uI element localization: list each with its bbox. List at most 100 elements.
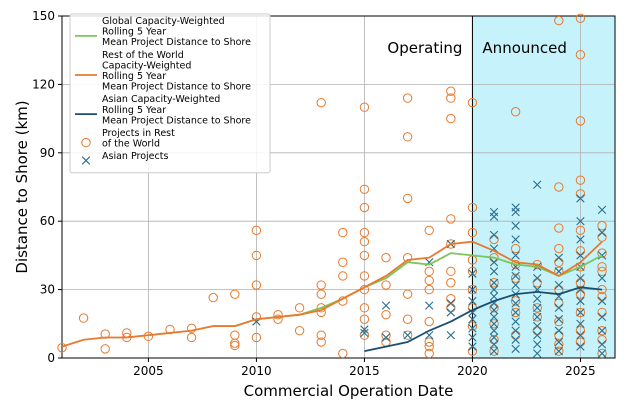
rest-of-world-project-point <box>467 227 478 238</box>
rest-of-world-project-point <box>554 182 564 192</box>
asian-project-point <box>533 331 542 340</box>
rest-of-world-project-point <box>381 280 391 290</box>
asian-project-point <box>533 321 542 331</box>
y-tick-label: 120 <box>32 77 55 91</box>
rest-of-world-project-point <box>359 237 370 247</box>
y-axis-label: Distance to Shore (km) <box>13 100 31 273</box>
rest-of-world-project-point <box>575 225 586 236</box>
rest-of-world-project-point <box>402 330 413 340</box>
rest-of-world-project-point <box>597 348 607 359</box>
asian-project-point <box>533 312 542 322</box>
rest-of-world-project-point <box>554 15 564 26</box>
rest-of-world-project-point <box>273 309 283 320</box>
rest-of-world-project-point <box>510 243 521 254</box>
asian-project-point <box>381 301 391 310</box>
legend-entry-label: Rest of the World Capacity-Weighted Rollin… <box>102 50 251 93</box>
legend-swatch-circle <box>81 137 91 148</box>
asian-project-point <box>511 207 520 217</box>
rest-of-world-project-point <box>510 307 521 318</box>
asian-project-point <box>446 331 456 340</box>
asian-project-point <box>468 333 477 342</box>
announced-region-shading <box>472 16 615 358</box>
rest-of-world-project-point <box>489 319 499 329</box>
asian-project-point <box>381 333 391 342</box>
rest-of-world-project-point <box>230 330 240 340</box>
rest-of-world-project-point <box>359 271 370 281</box>
asian-project-point <box>511 221 520 230</box>
asian-project-point <box>511 251 520 260</box>
rest-of-world-project-point <box>597 262 607 272</box>
chart-marks <box>57 13 607 359</box>
rest-of-world-project-point <box>575 307 586 318</box>
x-tick-label: 2020 <box>457 364 488 378</box>
rest-of-world-project-point <box>316 289 326 299</box>
asian-project-point <box>554 326 564 335</box>
asian-rolling-mean-line <box>364 286 603 353</box>
asian-project-point <box>468 296 477 306</box>
rest-of-world-project-point <box>467 266 478 277</box>
rest-of-world-project-point <box>230 340 240 351</box>
legend-swatch-x <box>81 156 91 165</box>
asian-project-point <box>403 331 412 340</box>
rest-of-world-project-point <box>57 343 67 353</box>
rest-of-world-project-point <box>424 316 434 327</box>
legend-box <box>69 13 271 174</box>
asian-project-point <box>489 305 499 315</box>
rest-of-world-project-point <box>554 346 564 356</box>
asian-project-point <box>489 312 499 322</box>
asian-project-point <box>597 326 607 335</box>
legend: Global Capacity-Weighted Rolling 5 Year Me… <box>69 13 271 174</box>
asian-project-point <box>489 346 499 356</box>
region-label-operating: Operating <box>387 39 462 57</box>
asian-project-point <box>489 278 499 287</box>
rest-of-world-project-point <box>424 284 434 295</box>
asian-project-point <box>468 342 477 351</box>
asian-project-point <box>554 253 564 262</box>
rest-of-world-rolling-mean-line <box>61 240 603 348</box>
rest-of-world-project-point <box>338 271 348 281</box>
rest-of-world-project-point <box>359 184 370 194</box>
rest-of-world-project-point <box>251 250 262 261</box>
rest-of-world-project-point <box>597 266 607 277</box>
rest-of-world-project-point <box>359 227 370 238</box>
asian-project-point <box>576 194 585 203</box>
rest-of-world-project-point <box>359 250 370 261</box>
rest-of-world-project-point <box>402 314 413 324</box>
legend-entry-label: Asian Projects <box>102 151 168 162</box>
x-tick-label: 2015 <box>349 364 380 378</box>
asian-project-point <box>554 280 564 290</box>
y-tick-label: 90 <box>40 146 55 160</box>
rest-of-world-project-point <box>381 309 391 320</box>
asian-project-point <box>533 303 542 313</box>
rest-of-world-project-point <box>316 330 326 340</box>
asian-project-point <box>554 346 564 356</box>
rest-of-world-project-point <box>446 86 456 96</box>
rest-of-world-project-point <box>424 275 434 286</box>
rest-of-world-project-point <box>251 225 262 236</box>
asian-project-point <box>446 299 456 308</box>
rest-of-world-project-point <box>273 314 283 324</box>
rest-of-world-project-point <box>424 337 434 347</box>
asian-project-point <box>468 285 477 294</box>
rest-of-world-project-point <box>554 223 564 233</box>
asian-project-point <box>489 258 499 267</box>
rest-of-world-project-point <box>359 102 370 112</box>
asian-project-point <box>576 217 585 226</box>
asian-project-point <box>489 326 499 335</box>
rest-of-world-project-point <box>100 344 110 354</box>
rest-of-world-project-point <box>446 294 456 304</box>
rest-of-world-project-point <box>532 312 542 322</box>
rest-of-world-project-point <box>597 325 607 336</box>
asian-project-point <box>576 342 585 351</box>
y-tick-label: 150 <box>32 9 55 23</box>
rest-of-world-project-point <box>597 221 607 231</box>
asian-project-point <box>533 349 542 358</box>
asian-project-point <box>489 333 499 342</box>
rest-of-world-project-point <box>510 296 521 306</box>
rest-of-world-project-point <box>186 332 197 343</box>
rest-of-world-project-point <box>446 266 456 277</box>
legend-entry-label: Asian Capacity-Weighted Rolling 5 Year Mea… <box>102 94 251 126</box>
rest-of-world-project-point <box>338 257 348 267</box>
rest-of-world-project-point <box>446 214 456 224</box>
x-tick-label: 2025 <box>565 364 596 378</box>
